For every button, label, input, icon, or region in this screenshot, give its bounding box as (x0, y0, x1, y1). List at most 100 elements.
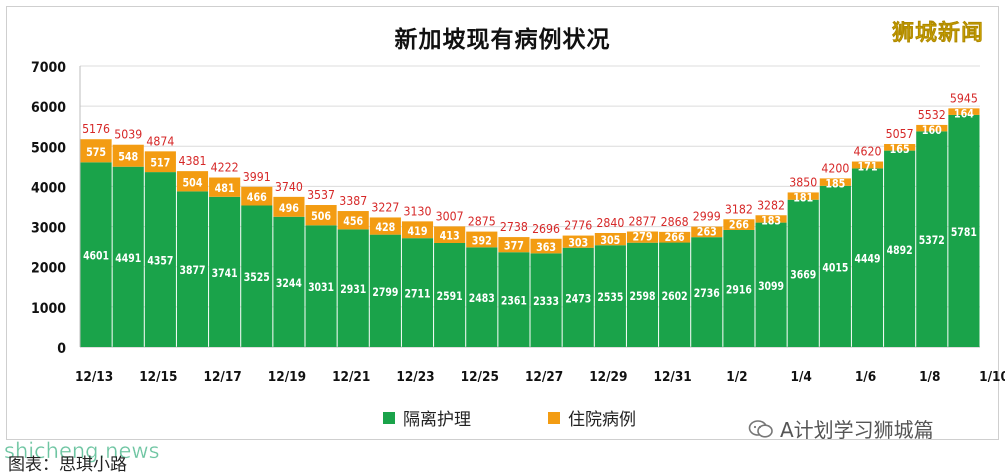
data-label-isolation: 5372 (919, 233, 945, 247)
data-label-total: 4381 (179, 154, 207, 168)
data-label-hospital: 575 (86, 145, 106, 159)
bar-isolation (594, 245, 626, 347)
data-label-hospital: 377 (504, 239, 524, 253)
data-label-hospital: 506 (311, 209, 331, 223)
x-tick-label: 1/6 (855, 369, 876, 385)
bar-isolation (787, 199, 819, 347)
data-label-hospital: 392 (472, 233, 492, 247)
legend-swatch-hospital (548, 411, 560, 424)
x-tick-label: 1/2 (726, 369, 747, 385)
svg-text:狮城新闻: 狮城新闻 (892, 20, 984, 46)
legend-item-isolation: 隔离护理 (383, 405, 471, 430)
data-label-isolation: 4491 (115, 251, 141, 265)
data-label-total: 2868 (661, 215, 689, 229)
bar-hospital (948, 108, 980, 115)
bar-isolation (498, 252, 530, 347)
legend-label-isolation: 隔离护理 (403, 410, 471, 430)
data-label-hospital: 481 (215, 181, 235, 195)
bar-hospital (659, 231, 691, 243)
x-tick-label: 12/13 (75, 369, 113, 385)
data-label-total: 2738 (500, 220, 528, 234)
x-tick-label: 12/19 (268, 369, 306, 385)
data-label-isolation: 2535 (597, 290, 623, 304)
x-tick-label: 1/8 (919, 369, 940, 385)
data-label-hospital: 548 (118, 150, 138, 164)
data-label-hospital: 428 (375, 220, 395, 234)
data-label-isolation: 3244 (276, 276, 302, 290)
bar-isolation (369, 234, 401, 347)
data-label-total: 3007 (436, 209, 464, 223)
data-label-isolation: 2916 (726, 282, 752, 296)
bar-isolation (273, 216, 305, 347)
data-label-total: 3991 (243, 170, 271, 184)
data-label-hospital: 517 (150, 156, 170, 170)
data-label-hospital: 504 (183, 175, 203, 189)
data-label-total: 5945 (950, 91, 978, 105)
x-tick-label: 12/17 (204, 369, 242, 385)
legend-swatch-isolation (383, 411, 395, 424)
bar-isolation (241, 205, 273, 347)
data-label-total: 3182 (725, 202, 753, 216)
data-label-total: 3130 (404, 204, 432, 218)
data-label-isolation: 3099 (758, 279, 784, 293)
bar-isolation (466, 247, 498, 347)
bar-isolation (112, 166, 144, 347)
bar-hospital (241, 186, 273, 206)
wechat-account-tag: A计划学习狮城篇 (748, 414, 934, 443)
data-label-total: 5039 (114, 128, 142, 142)
bar-hospital (434, 226, 466, 243)
y-tick-label: 1000 (31, 301, 66, 317)
data-label-hospital: 305 (600, 233, 620, 247)
data-label-isolation: 3741 (212, 266, 238, 280)
data-label-isolation: 2591 (437, 289, 463, 303)
data-label-total: 3537 (307, 188, 335, 202)
data-label-isolation: 2931 (340, 282, 366, 296)
data-label-total: 2696 (532, 222, 560, 236)
data-label-isolation: 2799 (372, 285, 398, 299)
bar-hospital (787, 192, 819, 200)
x-tick-label: 12/23 (396, 369, 434, 385)
data-label-total: 3282 (757, 198, 785, 212)
data-label-total: 2877 (629, 215, 657, 229)
bar-hospital (273, 196, 305, 217)
data-label-hospital: 181 (793, 190, 813, 204)
bar-hospital (594, 232, 626, 246)
bar-isolation (884, 150, 916, 347)
data-label-isolation: 2333 (533, 294, 559, 308)
caption-image: 图表：思琪小路 (8, 455, 127, 473)
bar-isolation (144, 172, 176, 347)
bar-hospital (723, 219, 755, 230)
bar-isolation (562, 247, 594, 347)
chart-title: 新加坡现有病例状况 (394, 27, 611, 53)
data-label-total: 2776 (564, 219, 592, 233)
bar-isolation (530, 253, 562, 347)
bar-hospital (112, 144, 144, 167)
x-tick-label: 12/25 (461, 369, 499, 385)
data-label-isolation: 5781 (951, 225, 977, 239)
data-label-total: 4222 (211, 161, 239, 175)
data-label-isolation: 4892 (887, 243, 913, 257)
x-tick-label: 12/21 (332, 369, 370, 385)
y-tick-label: 3000 (31, 221, 66, 237)
data-label-hospital: 185 (825, 176, 845, 190)
bar-hospital (498, 237, 530, 253)
bar-isolation (755, 222, 787, 347)
bar-hospital (80, 139, 112, 163)
data-label-isolation: 3525 (244, 270, 270, 284)
x-tick-label: 12/15 (139, 369, 177, 385)
data-label-isolation: 4015 (822, 260, 848, 274)
data-label-isolation: 2602 (662, 289, 688, 303)
data-label-hospital: 419 (408, 224, 428, 238)
data-label-total: 4200 (821, 161, 849, 175)
x-tick-label: 12/31 (654, 369, 692, 385)
x-tick-label: 12/27 (525, 369, 563, 385)
y-tick-label: 7000 (31, 60, 66, 76)
data-label-total: 3740 (275, 180, 303, 194)
bar-isolation (401, 238, 434, 347)
bar-isolation (691, 237, 723, 347)
data-label-total: 5176 (82, 122, 110, 136)
brand-logo: 狮城新闻 (892, 20, 984, 46)
bar-hospital (176, 171, 209, 192)
data-label-isolation: 2736 (694, 286, 720, 300)
bar-hospital (305, 205, 337, 226)
